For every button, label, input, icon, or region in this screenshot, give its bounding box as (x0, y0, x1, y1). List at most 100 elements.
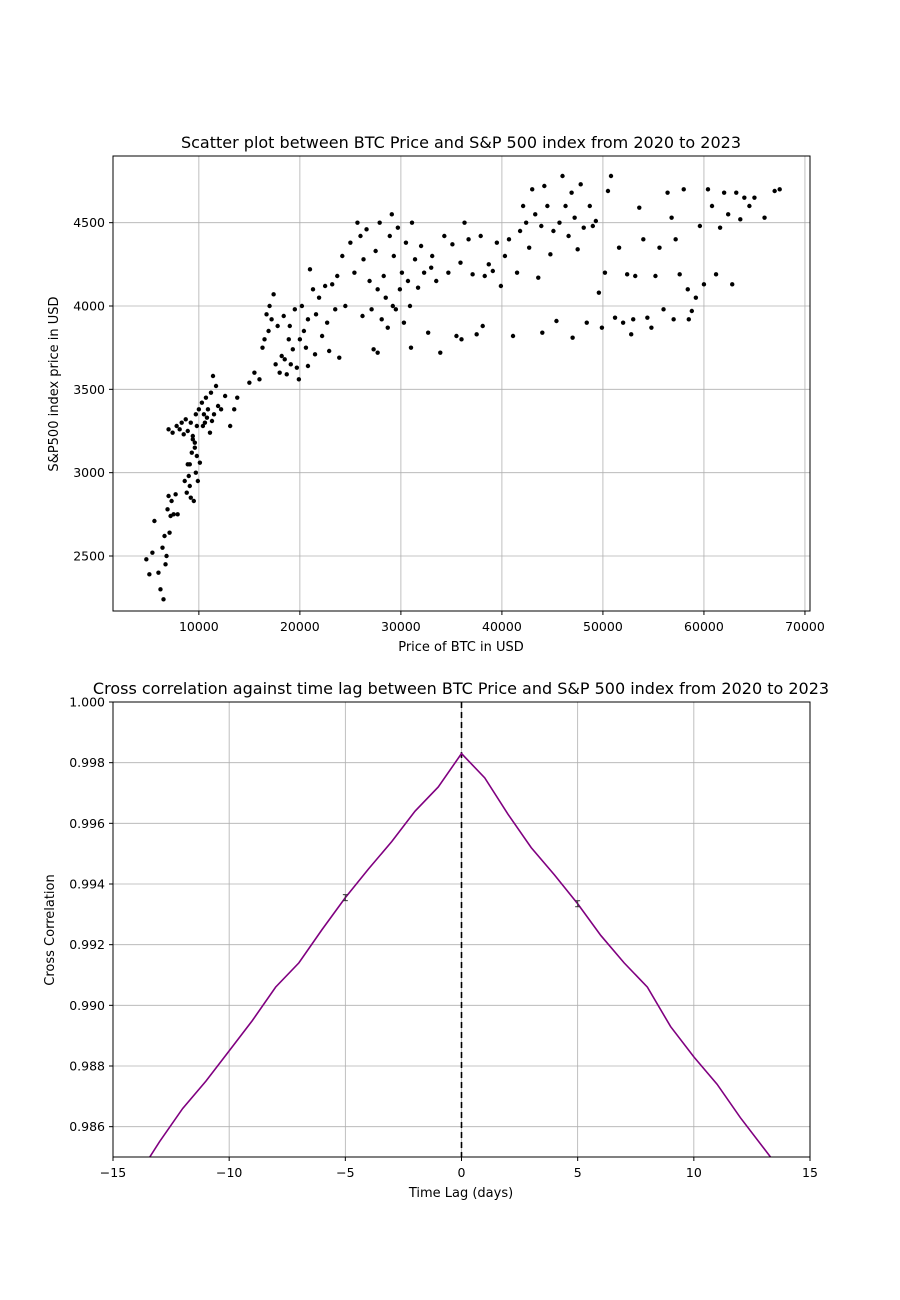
scatter-point (408, 345, 414, 350)
scatter-point (578, 182, 583, 187)
scatter-point (575, 247, 580, 252)
scatter-point (150, 550, 155, 555)
scatter-point (602, 270, 608, 275)
scatter-point (257, 377, 262, 382)
scatter-point (458, 260, 463, 265)
scatter-point (377, 220, 382, 225)
scatter-point (415, 285, 421, 290)
crosscorr-ytick-label: 0.996 (69, 816, 105, 831)
scatter-point (324, 320, 330, 325)
scatter-point (383, 295, 388, 300)
scatter-point (409, 220, 415, 225)
scatter-point (215, 403, 221, 409)
scatter-point (222, 393, 228, 399)
scatter-point (665, 190, 670, 195)
scatter-point (605, 188, 611, 194)
scatter-point (165, 507, 170, 512)
scatter-ticks: 10000 20000 30000 40000 50000 60000 70000 2500 3… (73, 215, 825, 634)
scatter-point (193, 470, 199, 475)
scatter-point (697, 223, 703, 229)
scatter-point (629, 332, 634, 337)
crosscorr-xtick-label: 0 (458, 1165, 466, 1180)
scatter-point (641, 237, 646, 242)
scatter-point (498, 283, 504, 289)
scatter-point (563, 203, 568, 209)
scatter-point (232, 407, 237, 412)
scatter-point (174, 423, 179, 429)
scatter-point (369, 307, 374, 312)
scatter-point (677, 272, 682, 277)
scatter-xtick-label: 30000 (381, 619, 421, 634)
scatter-point (207, 430, 213, 435)
crosscorr-ytick-label: 0.988 (69, 1059, 105, 1074)
scatter-point (385, 325, 390, 330)
scatter-point (421, 270, 427, 275)
scatter-point (164, 553, 169, 559)
scatter-point (319, 333, 325, 339)
scatter-point (192, 440, 198, 445)
scatter-point (190, 433, 196, 439)
scatter-point (162, 533, 167, 539)
scatter-point (286, 337, 291, 342)
scatter-point (454, 333, 459, 339)
scatter-point (593, 218, 599, 224)
scatter-point (348, 240, 353, 245)
scatter-point (459, 337, 464, 342)
scatter-point (526, 245, 532, 250)
scatter-point (167, 530, 172, 535)
scatter-point (197, 460, 203, 465)
scatter-point (494, 240, 500, 245)
scatter-point (649, 325, 654, 330)
scatter-point (734, 190, 739, 195)
scatter-point (681, 187, 686, 192)
scatter-point (210, 373, 216, 379)
scatter-point (303, 345, 309, 350)
scatter-point (596, 290, 602, 295)
scatter-point (742, 195, 747, 200)
crosscorr-ytick-label: 0.986 (69, 1119, 105, 1134)
scatter-point (560, 173, 565, 179)
crosscorr-chart: Cross correlation against time lag betwe… (43, 679, 829, 1201)
scatter-point (160, 545, 165, 550)
scatter-point (572, 215, 577, 220)
scatter-point (566, 233, 571, 239)
scatter-point (330, 282, 335, 287)
scatter-point (624, 272, 630, 277)
crosscorr-xtick-label: −15 (100, 1165, 126, 1180)
scatter-point (514, 270, 520, 275)
scatter-point (171, 512, 176, 517)
scatter-point (195, 478, 201, 484)
scatter-point (399, 270, 405, 275)
crosscorr-xtick-label: 5 (574, 1165, 582, 1180)
crosscorr-xtick-label: 15 (802, 1165, 818, 1180)
scatter-point (686, 317, 691, 322)
scatter-point (175, 512, 180, 517)
scatter-point (277, 370, 282, 375)
scatter-point (266, 328, 271, 334)
scatter-point (390, 303, 396, 309)
scatter-point (539, 223, 544, 229)
scatter-point (161, 597, 166, 602)
scatter-point (379, 317, 384, 322)
scatter-point (530, 187, 535, 192)
scatter-point (490, 268, 496, 274)
scatter-point (190, 437, 196, 442)
scatter-point (587, 203, 592, 209)
scatter-point (260, 345, 265, 350)
scatter-point (305, 317, 311, 322)
scatter-point (612, 315, 618, 320)
scatter-point (480, 323, 485, 329)
scatter-point (599, 325, 605, 330)
scatter-xtick-label: 50000 (583, 619, 623, 634)
scatter-point (193, 412, 199, 417)
scatter-point (693, 295, 699, 300)
scatter-point (730, 282, 735, 287)
scatter-point (213, 383, 219, 389)
scatter-point (405, 278, 411, 284)
scatter-point (335, 273, 340, 279)
scatter-point (466, 237, 471, 242)
scatter-point (158, 587, 163, 592)
scatter-point (551, 228, 556, 234)
scatter-point (305, 363, 311, 369)
